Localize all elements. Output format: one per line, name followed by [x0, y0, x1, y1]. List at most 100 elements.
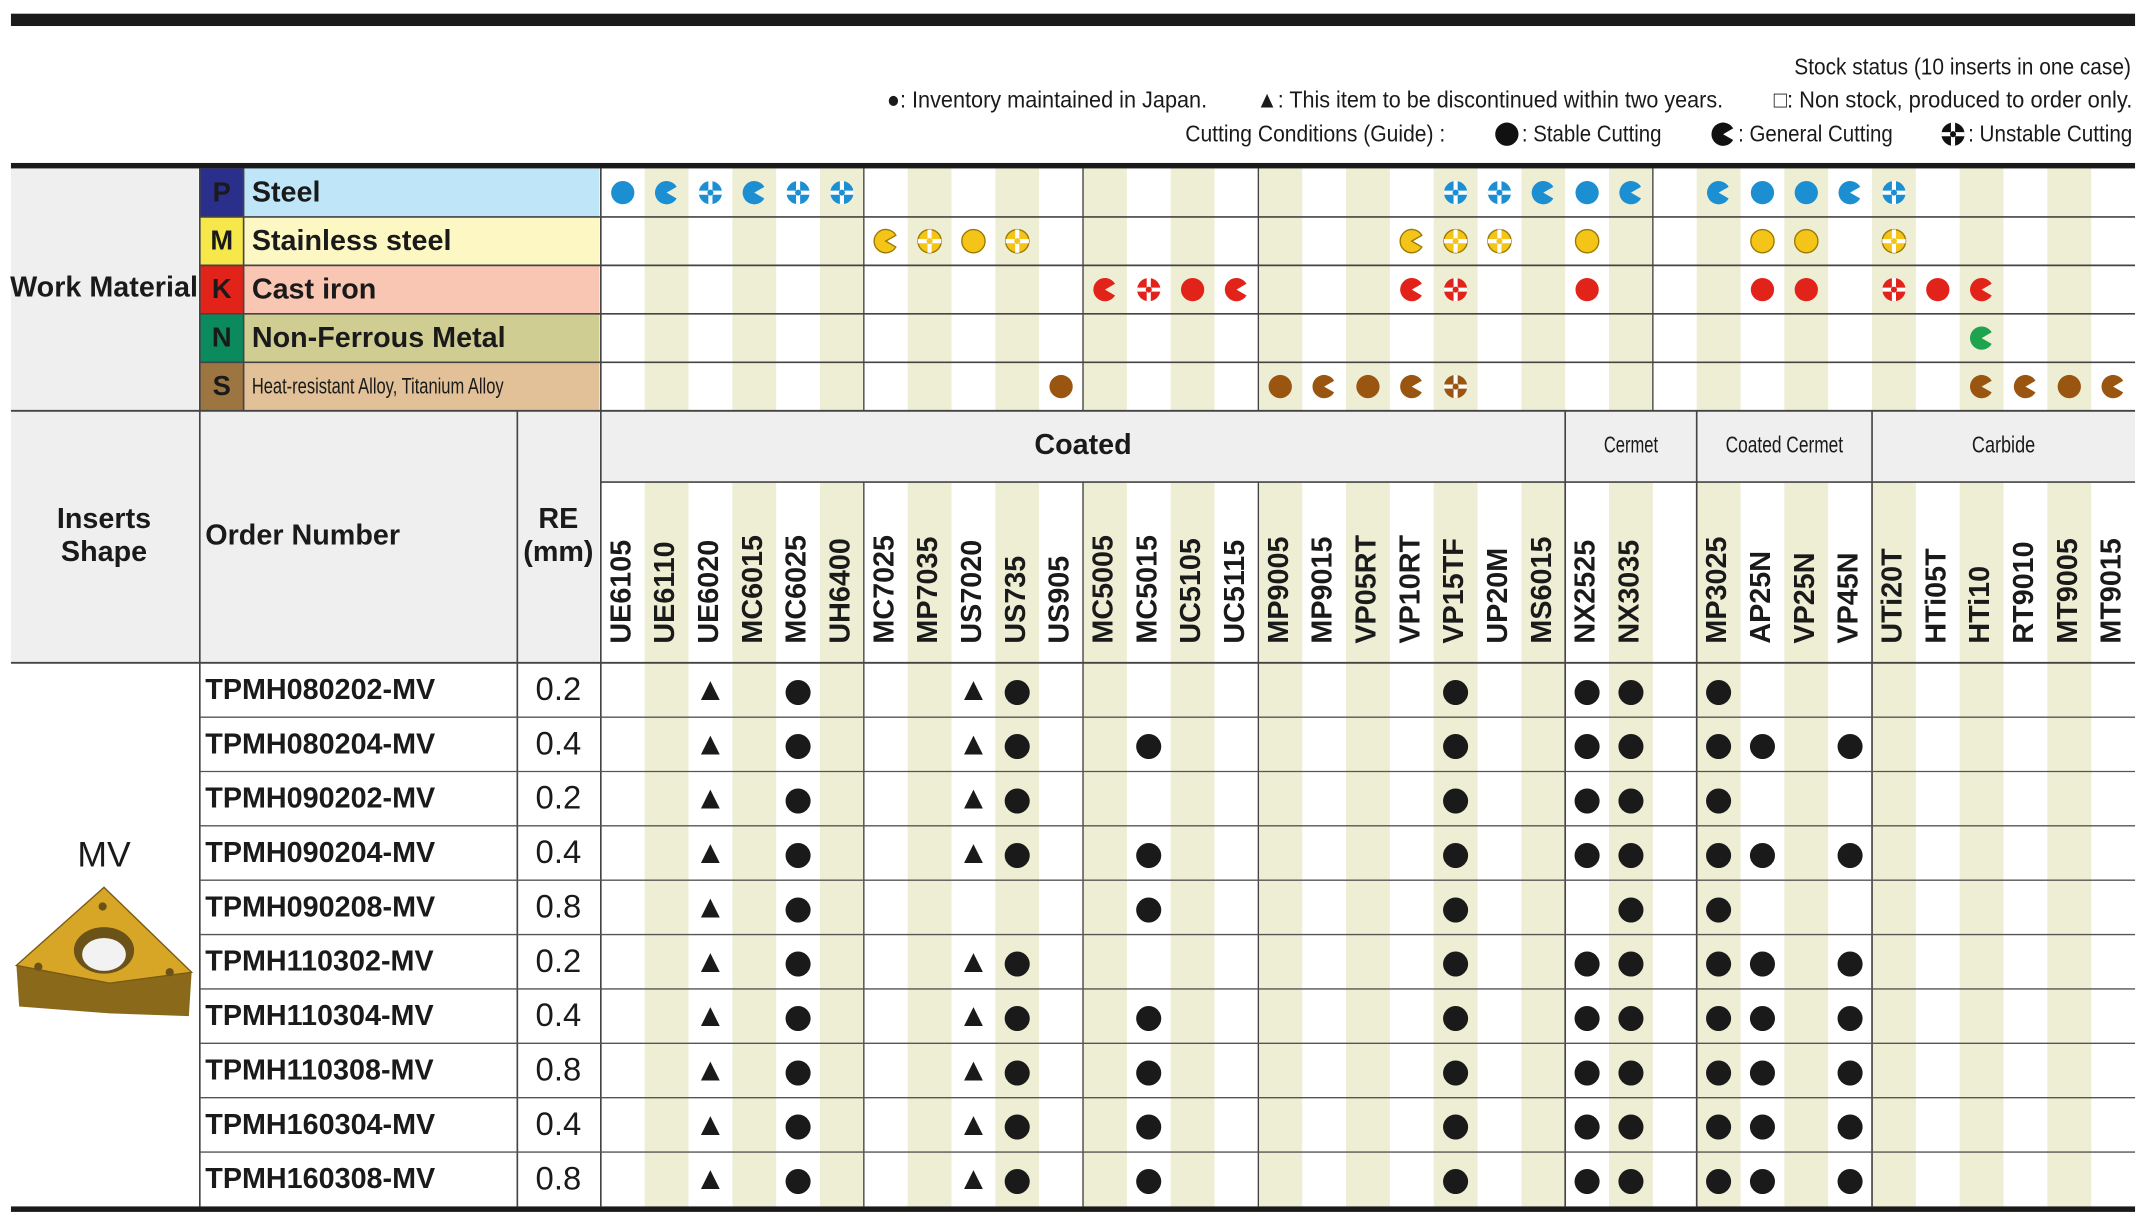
- column-shade: [995, 482, 1040, 1207]
- group-label: Coated: [1034, 429, 1131, 461]
- stock-mark: ●: [1134, 997, 1163, 1035]
- stock-mark: ●: [1134, 888, 1163, 926]
- icon-core: [1890, 286, 1897, 293]
- condition-icon: [698, 181, 723, 205]
- stock-mark: ●: [784, 780, 813, 818]
- column-shade: [1346, 482, 1390, 1207]
- grade-label: AP25N: [1745, 551, 1777, 644]
- icon-stable: [1575, 277, 1599, 302]
- icon-general: [1400, 374, 1422, 399]
- grade-label: MP7035: [912, 537, 944, 644]
- stock-mark: ●: [1573, 780, 1602, 818]
- stock-mark: ●: [1836, 943, 1865, 981]
- grade-label: MC6015: [737, 535, 769, 644]
- legend-cutting: : General Cutting: [1738, 121, 1893, 147]
- icon-general: [1399, 228, 1423, 254]
- condition-icon: [873, 228, 897, 254]
- condition-icon: [1575, 277, 1599, 302]
- icon-core: [795, 189, 802, 196]
- header-bg: [10, 410, 600, 663]
- stock-mark: ●: [1003, 1051, 1032, 1089]
- condition-icon: [917, 228, 942, 254]
- order-number: TPMH110308-MV: [205, 1054, 433, 1086]
- stock-mark: ▲: [964, 1109, 983, 1138]
- grade-label: VP10RT: [1394, 535, 1426, 644]
- stock-mark: ▲: [701, 891, 720, 920]
- grade-label: US735: [1000, 556, 1032, 644]
- shape-name: MV: [77, 835, 131, 875]
- stock-mark: ●: [1573, 671, 1602, 709]
- icon-general: [1969, 326, 1992, 350]
- material-name: Heat-resistant Alloy, Titanium Alloy: [252, 374, 504, 399]
- code-box: [199, 216, 244, 266]
- stock-mark: ▲: [964, 728, 983, 757]
- stock-mark: ●: [1617, 780, 1646, 818]
- grade-label: MC6025: [781, 535, 813, 644]
- condition-icon: [1224, 277, 1247, 302]
- column-shade: [1872, 482, 1916, 1207]
- stock-mark: ●: [1441, 671, 1470, 709]
- header-bg: [10, 168, 199, 411]
- order-number: TPMH160304-MV: [205, 1109, 435, 1141]
- order-header: Order Number: [205, 519, 400, 551]
- condition-icon: [1969, 326, 1992, 350]
- icon-core: [1452, 238, 1459, 245]
- stock-mark: ●: [1617, 997, 1646, 1035]
- condition-icon: [1882, 277, 1906, 302]
- condition-icon: [1356, 374, 1380, 399]
- material-code: M: [210, 225, 233, 256]
- condition-icon: [1495, 122, 1519, 146]
- top-bar: [10, 13, 2136, 27]
- icon-general: [873, 228, 897, 254]
- grade-label: UC5105: [1175, 538, 1207, 643]
- condition-icon: [1049, 374, 1073, 399]
- icon-core: [1496, 189, 1503, 196]
- stock-mark: ●: [1617, 671, 1646, 709]
- grade-label: NX2525: [1570, 540, 1602, 644]
- stock-mark: ●: [1003, 1106, 1032, 1144]
- column-shade: [907, 482, 952, 1207]
- column-shade: [820, 168, 864, 411]
- grade-label: MP9005: [1263, 537, 1295, 644]
- stock-mark: ●: [1748, 943, 1777, 981]
- stock-mark: ●: [1704, 997, 1733, 1035]
- stock-mark: ▲: [701, 1163, 720, 1192]
- condition-icon: [1443, 228, 1468, 254]
- condition-icon: [654, 181, 677, 205]
- stock-mark: ●: [1573, 834, 1602, 872]
- grade-label: HTi10: [1964, 566, 1996, 644]
- icon-general: [1711, 122, 1734, 146]
- icon-stable: [611, 181, 635, 205]
- stock-mark: ●: [784, 834, 813, 872]
- column-shade: [644, 168, 689, 411]
- stock-mark: ▲: [964, 674, 983, 703]
- grade-label: UTi20T: [1877, 548, 1909, 644]
- stock-mark: ▲: [964, 1000, 983, 1029]
- stock-mark: ▲: [701, 1109, 720, 1138]
- stock-mark: ●: [1836, 725, 1865, 763]
- stock-mark: ●: [1617, 1051, 1646, 1089]
- condition-icon: [1706, 181, 1729, 205]
- order-number: TPMH110302-MV: [205, 946, 433, 978]
- condition-icon: [1881, 228, 1907, 254]
- condition-icon: [1750, 181, 1775, 205]
- stock-mark: ●: [1573, 725, 1602, 763]
- icon-stable: [1794, 277, 1818, 302]
- order-number: TPMH090204-MV: [205, 837, 435, 869]
- grade-label: MP9015: [1307, 537, 1339, 644]
- stock-mark: ●: [1836, 1051, 1865, 1089]
- stock-mark: ▲: [701, 1000, 720, 1029]
- stock-mark: ▲: [964, 946, 983, 975]
- stock-mark: ▲: [701, 783, 720, 812]
- icon-core: [1890, 238, 1897, 245]
- re-header: (mm): [523, 536, 593, 568]
- order-number: TPMH080202-MV: [205, 674, 435, 706]
- condition-icon: [1794, 277, 1818, 302]
- column-shade: [1258, 482, 1303, 1207]
- condition-icon: [1400, 374, 1422, 399]
- condition-icon: [1794, 181, 1818, 205]
- stock-mark: ●: [784, 1160, 813, 1198]
- stock-mark: ▲: [701, 946, 720, 975]
- grade-label: VP05RT: [1351, 535, 1383, 644]
- condition-icon: [1969, 374, 1992, 399]
